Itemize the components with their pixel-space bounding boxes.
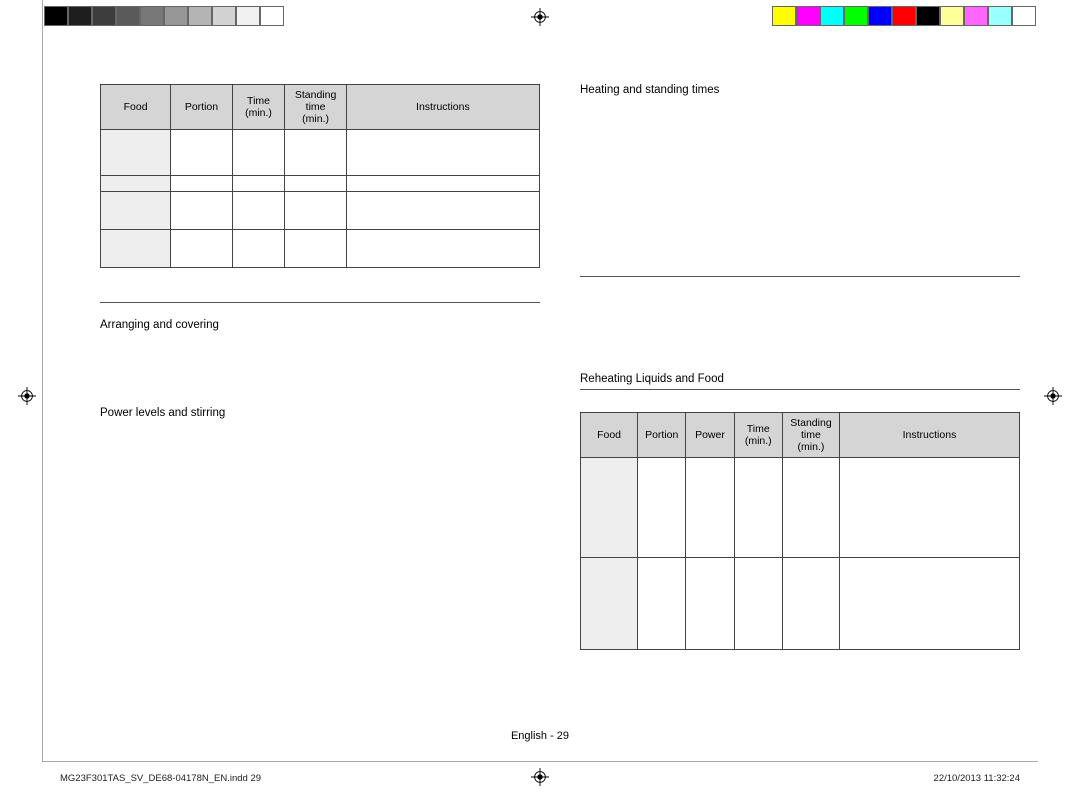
table-header: Standing time (min.) xyxy=(782,413,839,458)
section-reheating: Reheating Liquids and Food xyxy=(580,373,1020,390)
table-cell xyxy=(346,192,539,230)
color-swatch xyxy=(68,6,92,26)
registration-mark-bottom xyxy=(531,768,549,786)
color-swatch xyxy=(164,6,188,26)
page-number: English - 29 xyxy=(0,730,1080,742)
table-cell xyxy=(346,176,539,192)
color-swatch xyxy=(892,6,916,26)
table-cell xyxy=(346,230,539,268)
color-swatch xyxy=(964,6,988,26)
table-cell xyxy=(101,230,171,268)
table-cell xyxy=(638,558,686,650)
table-header: Standing time (min.) xyxy=(285,85,346,130)
color-swatch xyxy=(916,6,940,26)
page-border-left xyxy=(42,0,43,762)
right-column: Heating and standing times Reheating Liq… xyxy=(580,84,1020,732)
table-cell xyxy=(285,176,346,192)
table-cell xyxy=(232,230,285,268)
table-row xyxy=(101,230,540,268)
registration-mark-left xyxy=(18,387,36,405)
table-cell xyxy=(839,558,1019,650)
color-swatch xyxy=(844,6,868,26)
color-bar-left xyxy=(44,6,284,26)
page-border-bottom xyxy=(42,761,1038,762)
color-swatch xyxy=(940,6,964,26)
cooking-table-1: FoodPortionTime (min.)Standing time (min… xyxy=(100,84,540,268)
table-cell xyxy=(782,458,839,558)
table-cell xyxy=(734,558,782,650)
footer-timestamp: 22/10/2013 11:32:24 xyxy=(934,773,1020,784)
table-row xyxy=(101,176,540,192)
table-cell xyxy=(686,458,734,558)
table-cell xyxy=(171,230,232,268)
color-swatch xyxy=(140,6,164,26)
table-cell xyxy=(171,176,232,192)
color-swatch xyxy=(772,6,796,26)
table-cell xyxy=(581,558,638,650)
left-column: FoodPortionTime (min.)Standing time (min… xyxy=(100,84,540,732)
color-swatch xyxy=(1012,6,1036,26)
table-cell xyxy=(285,230,346,268)
color-swatch xyxy=(820,6,844,26)
color-swatch xyxy=(260,6,284,26)
table-cell xyxy=(638,458,686,558)
table-row xyxy=(581,558,1020,650)
table-cell xyxy=(285,192,346,230)
color-swatch xyxy=(44,6,68,26)
body-placeholder xyxy=(580,287,1020,357)
table-cell xyxy=(232,176,285,192)
table-cell xyxy=(346,130,539,176)
table-header: Portion xyxy=(638,413,686,458)
separator xyxy=(100,302,540,303)
section-power-levels: Power levels and stirring xyxy=(100,407,540,419)
table-row xyxy=(581,458,1020,558)
color-swatch xyxy=(236,6,260,26)
color-swatch xyxy=(92,6,116,26)
table-row xyxy=(101,130,540,176)
color-swatch xyxy=(188,6,212,26)
color-swatch xyxy=(868,6,892,26)
table-cell xyxy=(581,458,638,558)
footer-filename: MG23F301TAS_SV_DE68-04178N_EN.indd 29 xyxy=(60,773,261,784)
color-swatch xyxy=(988,6,1012,26)
table-header: Portion xyxy=(171,85,232,130)
table-header: Time (min.) xyxy=(734,413,782,458)
table-header: Food xyxy=(581,413,638,458)
body-placeholder xyxy=(580,106,1020,256)
page-content: FoodPortionTime (min.)Standing time (min… xyxy=(100,84,1020,732)
color-swatch xyxy=(212,6,236,26)
table-header: Power xyxy=(686,413,734,458)
section-heating-times: Heating and standing times xyxy=(580,84,1020,96)
table-header: Instructions xyxy=(346,85,539,130)
table-cell xyxy=(839,458,1019,558)
registration-mark-top xyxy=(531,8,549,26)
reheating-table: FoodPortionPowerTime (min.)Standing time… xyxy=(580,412,1020,650)
table-cell xyxy=(232,130,285,176)
table-cell xyxy=(101,130,171,176)
table-cell xyxy=(101,176,171,192)
table-cell xyxy=(171,130,232,176)
table-cell xyxy=(101,192,171,230)
table-cell xyxy=(171,192,232,230)
table-cell xyxy=(285,130,346,176)
color-bar-right xyxy=(772,6,1036,26)
body-placeholder xyxy=(100,341,540,391)
color-swatch xyxy=(796,6,820,26)
table-cell xyxy=(232,192,285,230)
separator xyxy=(580,276,1020,277)
registration-mark-right xyxy=(1044,387,1062,405)
section-arranging: Arranging and covering xyxy=(100,319,540,331)
table-header: Food xyxy=(101,85,171,130)
table-cell xyxy=(782,558,839,650)
table-header: Instructions xyxy=(839,413,1019,458)
table-cell xyxy=(734,458,782,558)
table-header: Time (min.) xyxy=(232,85,285,130)
color-swatch xyxy=(116,6,140,26)
table-cell xyxy=(686,558,734,650)
table-row xyxy=(101,192,540,230)
